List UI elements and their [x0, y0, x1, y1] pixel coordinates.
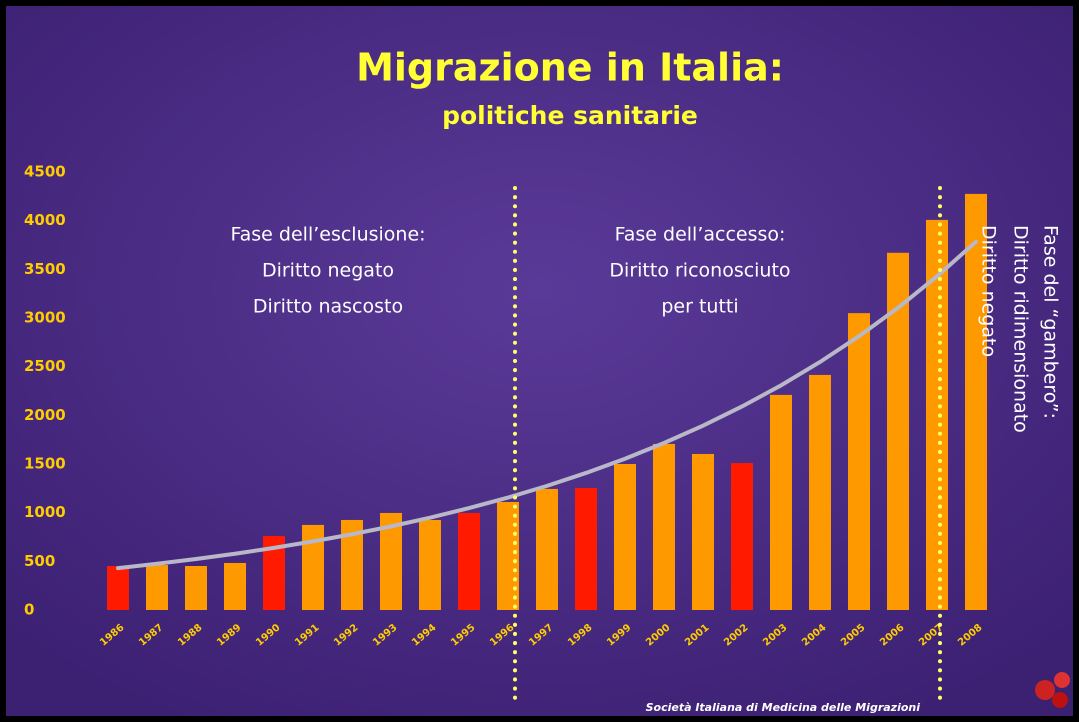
- bar: [302, 524, 324, 610]
- bar: [497, 501, 519, 610]
- annotation: per tutti: [661, 296, 738, 318]
- chart-subtitle: politiche sanitarie: [442, 101, 698, 130]
- y-tick-label: 1500: [24, 455, 66, 473]
- bar: [614, 464, 636, 610]
- annotation: Diritto negato: [978, 225, 1000, 357]
- annotation: Fase dell’accesso:: [615, 224, 786, 246]
- y-tick-label: 3500: [24, 260, 66, 278]
- bar: [107, 566, 129, 610]
- bar: [224, 562, 246, 610]
- annotation: Fase dell’esclusione:: [230, 224, 425, 246]
- y-tick-label: 4000: [24, 211, 66, 229]
- y-tick-label: 2500: [24, 357, 66, 375]
- y-tick-label: 3000: [24, 309, 66, 327]
- bar: [770, 394, 792, 610]
- footer: Società Italiana di Medicina delle Migra…: [646, 701, 921, 714]
- bar: [575, 487, 597, 610]
- annotation: Diritto riconosciuto: [609, 260, 790, 282]
- y-tick-label: 2000: [24, 406, 66, 424]
- annotation: Diritto nascosto: [253, 296, 403, 318]
- bar: [848, 313, 870, 610]
- bar: [731, 463, 753, 610]
- annotation: Diritto ridimensionato: [1010, 225, 1032, 433]
- bar: [965, 193, 987, 610]
- bar: [263, 536, 285, 610]
- bar: [692, 453, 714, 610]
- bar: [458, 512, 480, 610]
- bar: [926, 219, 948, 610]
- y-tick-label: 0: [24, 601, 34, 619]
- bar: [380, 512, 402, 610]
- bar: [887, 252, 909, 610]
- chart-title: Migrazione in Italia:: [356, 46, 784, 90]
- annotation: Fase del “gambero”:: [1040, 225, 1062, 419]
- y-tick-label: 4500: [24, 163, 66, 181]
- bar: [185, 566, 207, 610]
- bar: [809, 374, 831, 610]
- logo: [1035, 672, 1070, 708]
- y-tick-label: 500: [24, 552, 55, 570]
- bar: [146, 565, 168, 610]
- bar: [419, 519, 441, 610]
- bar: [653, 443, 675, 610]
- bar: [341, 519, 363, 610]
- bar: [536, 488, 558, 610]
- y-tick-label: 1000: [24, 503, 66, 521]
- trend-line: [116, 239, 978, 571]
- annotation: Diritto negato: [262, 260, 394, 282]
